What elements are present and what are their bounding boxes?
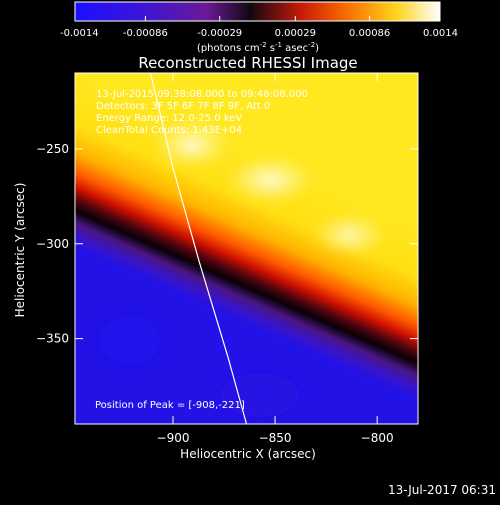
x-tick-label: −850 [259, 431, 292, 445]
colorbar-tick-label: -0.00086 [123, 28, 168, 39]
y-axis-label: Heliocentric Y (arcsec) [13, 183, 27, 318]
bright-core [100, 88, 388, 417]
annotation-time-range: 13-Jul-2015 09:38:08.000 to 09:48:08.000 [96, 89, 308, 100]
heatmap-image [75, 73, 418, 424]
colorbar-tick-label: -0.00029 [197, 28, 242, 39]
y-tick-label: −300 [36, 237, 69, 251]
colorbar: -0.0014 -0.00086 -0.00029 0.00029 0.00086 0.0… [60, 1, 458, 54]
y-tick-label: −350 [36, 332, 69, 346]
x-axis: −900 −850 −800 [157, 73, 394, 445]
colorbar-units: (photons cm-2 s-1 asec-2) [197, 41, 319, 54]
peak-position-label: Position of Peak = [-908,-221] [95, 400, 245, 411]
chart-title: Reconstructed RHESSI Image [138, 54, 357, 72]
colorbar-tick-label: 0.00086 [349, 28, 390, 39]
colorbar-ramp [74, 1, 441, 22]
solar-limb-line [149, 73, 248, 424]
annotation-counts: CleanTotal Counts: 1.43E+04 [96, 125, 242, 136]
annotation-block: 13-Jul-2015 09:38:08.000 to 09:48:08.000… [96, 89, 308, 136]
annotation-detectors: Detectors: 3F 5F 6F 7F 8F 9F, Att 0 [96, 101, 270, 112]
colorbar-tick-label: -0.0014 [60, 28, 99, 39]
colorbar-tick-label: 0.00029 [275, 28, 316, 39]
plot-frame [74, 72, 419, 425]
y-tick-label: −250 [36, 142, 69, 156]
y-axis: −250 −300 −350 [36, 142, 418, 346]
footer-timestamp: 13-Jul-2017 06:31 [388, 483, 496, 497]
x-axis-label: Heliocentric X (arcsec) [180, 447, 316, 461]
annotation-energy-range: Energy Range: 12.0-25.0 keV [96, 113, 242, 124]
x-tick-label: −900 [157, 431, 190, 445]
colorbar-ticks: -0.0014 -0.00086 -0.00029 0.00029 0.00086 0.0… [60, 16, 458, 39]
colorbar-tick-label: 0.0014 [423, 28, 458, 39]
x-tick-label: −800 [361, 431, 394, 445]
